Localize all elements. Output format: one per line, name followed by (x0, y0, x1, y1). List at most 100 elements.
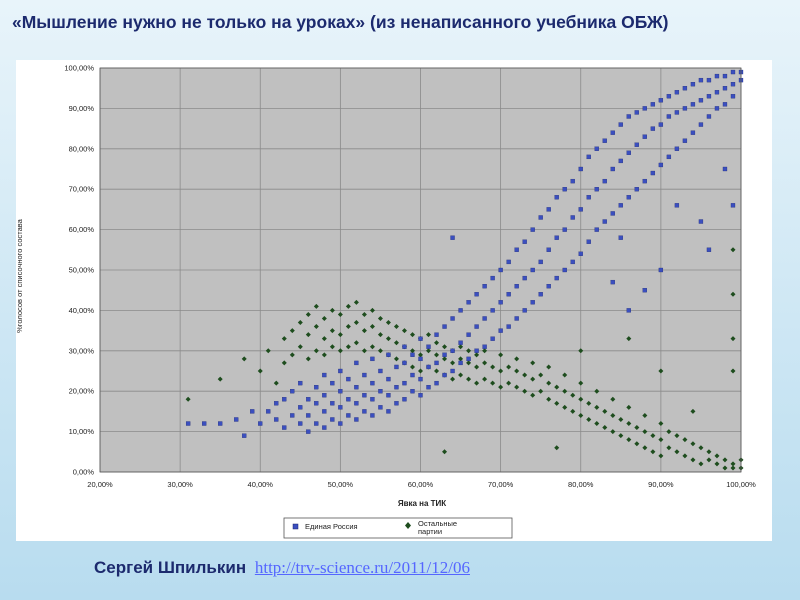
data-point-edinaya-rossiya (474, 324, 479, 329)
data-point-ostalnye-partii (385, 336, 391, 342)
data-point-edinaya-rossiya (578, 207, 583, 212)
data-point-ostalnye-partii (361, 348, 367, 354)
data-point-edinaya-rossiya (242, 433, 247, 438)
data-point-edinaya-rossiya (378, 389, 383, 394)
data-point-ostalnye-partii (506, 380, 512, 386)
data-point-ostalnye-partii (409, 348, 415, 354)
data-point-ostalnye-partii (618, 416, 624, 422)
data-point-edinaya-rossiya (386, 393, 391, 398)
data-point-edinaya-rossiya (282, 397, 287, 402)
data-point-edinaya-rossiya (410, 389, 415, 394)
data-point-ostalnye-partii (450, 376, 456, 382)
data-point-ostalnye-partii (674, 449, 680, 455)
data-point-ostalnye-partii (594, 404, 600, 410)
data-point-edinaya-rossiya (306, 429, 311, 434)
data-point-edinaya-rossiya (370, 356, 375, 362)
data-point-ostalnye-partii (698, 461, 704, 467)
data-point-edinaya-rossiya (706, 94, 712, 99)
data-point-ostalnye-partii (666, 429, 672, 435)
y-tick-label: 60,00% (69, 225, 95, 234)
data-point-edinaya-rossiya (570, 178, 575, 184)
data-point-edinaya-rossiya (722, 102, 728, 107)
data-point-ostalnye-partii (321, 315, 327, 321)
x-tick-label: 40,00% (248, 480, 274, 489)
source-link[interactable]: http://trv-science.ru/2011/12/06 (254, 558, 470, 577)
data-point-edinaya-rossiya (258, 421, 263, 426)
data-point-edinaya-rossiya (562, 227, 567, 232)
data-point-ostalnye-partii (594, 421, 600, 427)
data-point-edinaya-rossiya (234, 417, 239, 422)
data-point-ostalnye-partii (474, 352, 480, 358)
data-point-edinaya-rossiya (450, 368, 455, 374)
data-point-edinaya-rossiya (402, 360, 407, 366)
data-point-ostalnye-partii (538, 372, 544, 378)
data-point-ostalnye-partii (578, 380, 584, 386)
data-point-edinaya-rossiya (386, 409, 391, 414)
data-point-edinaya-rossiya (554, 235, 559, 240)
data-point-ostalnye-partii (434, 340, 440, 346)
data-point-ostalnye-partii (185, 396, 191, 402)
legend-label-ostalnye-partii: Остальные партии (418, 519, 457, 536)
scatter-chart: 20,00% 30,00% 40,00% 50,00% 60,00% 70,00% 80,0… (16, 60, 772, 541)
data-point-ostalnye-partii (442, 449, 448, 455)
data-point-ostalnye-partii (289, 328, 295, 334)
data-point-ostalnye-partii (522, 372, 528, 378)
data-point-ostalnye-partii (642, 429, 648, 435)
data-point-ostalnye-partii (265, 348, 271, 354)
data-point-edinaya-rossiya (434, 360, 439, 366)
data-point-edinaya-rossiya (530, 227, 535, 232)
data-point-edinaya-rossiya (458, 360, 463, 366)
data-point-edinaya-rossiya (490, 336, 495, 341)
data-point-ostalnye-partii (466, 376, 472, 382)
data-point-edinaya-rossiya (554, 275, 559, 281)
data-point-edinaya-rossiya (650, 170, 656, 176)
slide-title: «Мышление нужно не только на уроках» (из… (12, 12, 669, 32)
data-point-ostalnye-partii (409, 364, 415, 370)
data-point-ostalnye-partii (602, 425, 608, 431)
data-point-ostalnye-partii (626, 437, 632, 443)
data-point-edinaya-rossiya (546, 284, 551, 289)
data-point-ostalnye-partii (377, 315, 383, 321)
data-point-edinaya-rossiya (298, 421, 303, 426)
data-point-ostalnye-partii (353, 340, 359, 346)
data-point-ostalnye-partii (546, 380, 552, 386)
data-point-ostalnye-partii (401, 328, 407, 334)
data-point-edinaya-rossiya (290, 413, 295, 418)
data-point-edinaya-rossiya (410, 352, 415, 357)
data-point-ostalnye-partii (418, 368, 423, 374)
data-point-ostalnye-partii (361, 311, 367, 317)
data-point-edinaya-rossiya (682, 106, 688, 111)
data-point-ostalnye-partii (554, 384, 560, 390)
data-point-ostalnye-partii (722, 465, 728, 471)
data-point-edinaya-rossiya (578, 166, 583, 172)
data-point-edinaya-rossiya (330, 401, 335, 406)
data-point-ostalnye-partii (642, 412, 648, 418)
data-point-edinaya-rossiya (354, 385, 359, 390)
data-point-ostalnye-partii (610, 396, 616, 402)
author-name: Сергей Шпилькин (94, 558, 247, 577)
data-point-edinaya-rossiya (522, 239, 527, 244)
data-point-edinaya-rossiya (658, 267, 664, 273)
data-point-edinaya-rossiya (714, 90, 720, 95)
data-point-edinaya-rossiya (362, 393, 367, 398)
x-tick-label: 100,00% (726, 480, 756, 489)
data-point-ostalnye-partii (305, 311, 311, 317)
data-point-ostalnye-partii (514, 356, 520, 362)
data-point-ostalnye-partii (634, 441, 640, 447)
data-point-edinaya-rossiya (674, 110, 680, 115)
data-point-edinaya-rossiya (666, 114, 672, 119)
data-point-ostalnye-partii (706, 457, 712, 463)
data-point-ostalnye-partii (257, 368, 263, 374)
data-point-edinaya-rossiya (578, 251, 583, 256)
data-point-edinaya-rossiya (698, 77, 704, 83)
data-point-edinaya-rossiya (634, 110, 639, 115)
data-point-edinaya-rossiya (610, 130, 615, 135)
data-point-ostalnye-partii (642, 445, 648, 451)
data-point-edinaya-rossiya (530, 300, 535, 305)
data-point-edinaya-rossiya (682, 86, 688, 91)
plot-border (99, 67, 742, 473)
data-point-edinaya-rossiya (274, 417, 279, 422)
data-point-ostalnye-partii (730, 461, 736, 467)
data-point-edinaya-rossiya (722, 166, 728, 172)
data-point-ostalnye-partii (434, 368, 440, 374)
